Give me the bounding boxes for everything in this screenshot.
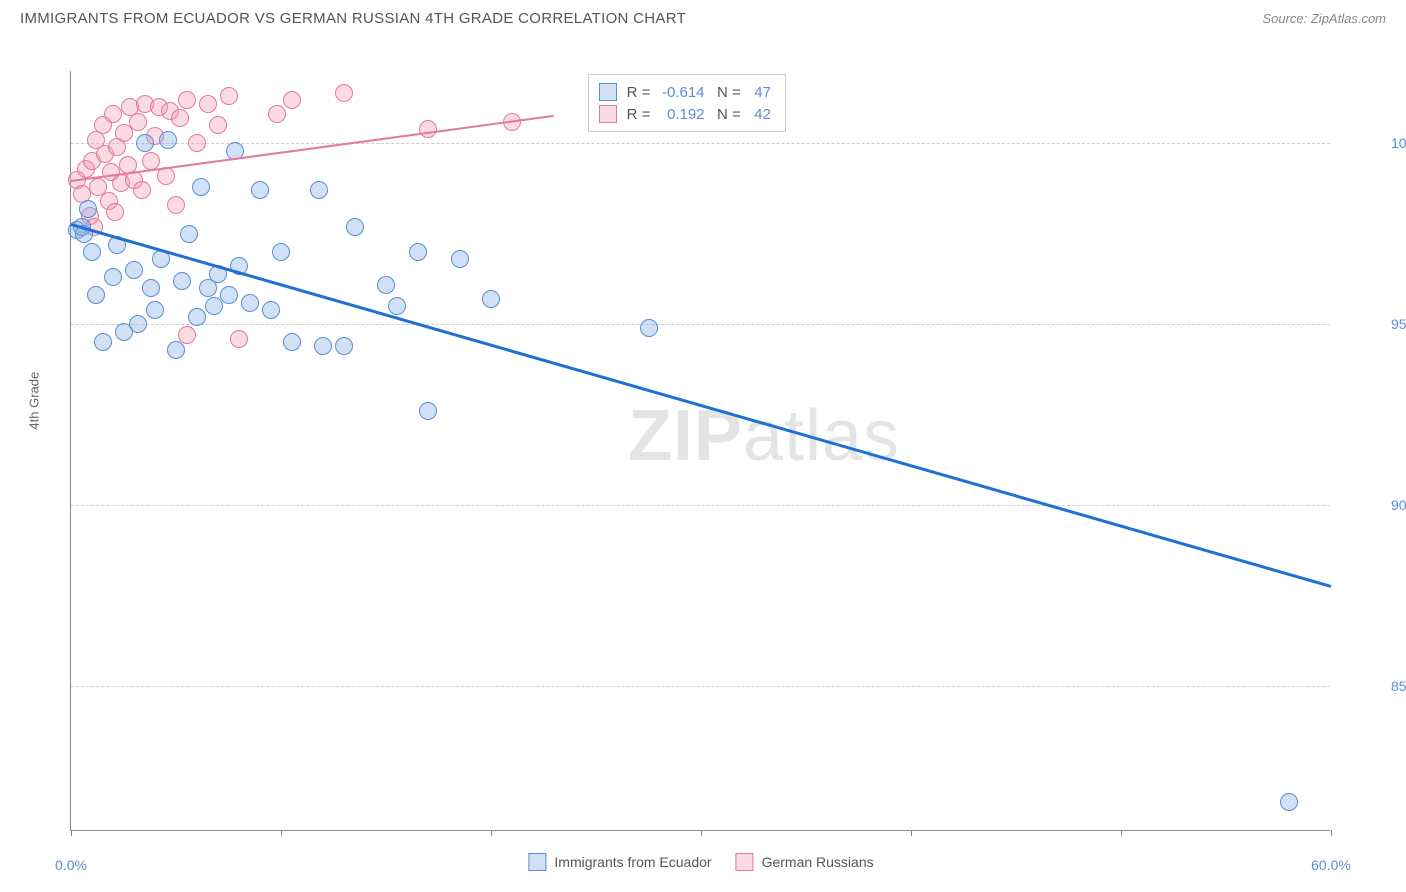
data-point [136,134,154,152]
chart-area: 4th Grade 85.0%90.0%95.0%100.0%0.0%60.0%… [20,33,1386,891]
data-point [283,91,301,109]
y-axis-label: 4th Grade [27,372,42,430]
data-point [1280,793,1298,811]
data-point [262,301,280,319]
series-legend: Immigrants from Ecuador German Russians [528,853,873,871]
source-attribution: Source: ZipAtlas.com [1262,11,1386,26]
legend-label: Immigrants from Ecuador [554,854,711,870]
data-point [640,319,658,337]
data-point [335,337,353,355]
data-point [230,330,248,348]
data-point [209,116,227,134]
gridline-h [71,686,1330,687]
gridline-h [71,143,1330,144]
data-point [272,243,290,261]
data-point [129,315,147,333]
y-tick-label: 95.0% [1391,316,1406,332]
data-point [106,203,124,221]
x-tick [491,830,492,836]
data-point [167,341,185,359]
data-point [346,218,364,236]
data-point [167,196,185,214]
gridline-h [71,324,1330,325]
x-tick-label: 0.0% [55,857,87,873]
data-point [94,333,112,351]
data-point [310,181,328,199]
data-point [129,113,147,131]
x-tick [701,830,702,836]
legend-swatch [528,853,546,871]
x-tick [71,830,72,836]
data-point [159,131,177,149]
data-point [180,225,198,243]
legend-label: German Russians [762,854,874,870]
data-point [87,286,105,304]
legend-swatch [599,83,617,101]
data-point [125,261,143,279]
stats-legend-row: R = 0.192 N = 42 [599,103,771,125]
data-point [388,297,406,315]
x-tick-label: 60.0% [1311,857,1351,873]
data-point [482,290,500,308]
data-point [419,120,437,138]
data-point [83,243,101,261]
data-point [314,337,332,355]
data-point [171,109,189,127]
gridline-h [71,505,1330,506]
legend-swatch [736,853,754,871]
stats-legend-row: R = -0.614 N = 47 [599,81,771,103]
series-legend-item: Immigrants from Ecuador [528,853,711,871]
chart-title: IMMIGRANTS FROM ECUADOR VS GERMAN RUSSIA… [20,10,686,27]
data-point [188,308,206,326]
data-point [409,243,427,261]
stats-legend: R = -0.614 N = 47 R = 0.192 N = 42 [588,74,786,132]
data-point [419,402,437,420]
data-point [133,181,151,199]
data-point [241,294,259,312]
data-point [377,276,395,294]
data-point [335,84,353,102]
y-tick-label: 100.0% [1391,135,1406,151]
y-tick-label: 85.0% [1391,678,1406,694]
data-point [220,286,238,304]
data-point [173,272,191,290]
series-legend-item: German Russians [736,853,874,871]
data-point [451,250,469,268]
data-point [79,200,97,218]
data-point [268,105,286,123]
x-tick [1331,830,1332,836]
data-point [199,95,217,113]
y-tick-label: 90.0% [1391,497,1406,513]
legend-stat-text: R = -0.614 N = 47 [627,84,771,101]
data-point [283,333,301,351]
x-tick [281,830,282,836]
plot-region: 85.0%90.0%95.0%100.0%0.0%60.0%ZIPatlasR … [70,71,1330,831]
data-point [142,279,160,297]
data-point [188,134,206,152]
data-point [104,105,122,123]
legend-swatch [599,105,617,123]
data-point [178,91,196,109]
data-point [192,178,210,196]
x-tick [1121,830,1122,836]
x-tick [911,830,912,836]
data-point [251,181,269,199]
trend-line [71,223,1332,587]
legend-stat-text: R = 0.192 N = 42 [627,106,771,123]
watermark: ZIPatlas [628,395,900,477]
data-point [146,301,164,319]
data-point [104,268,122,286]
data-point [220,87,238,105]
